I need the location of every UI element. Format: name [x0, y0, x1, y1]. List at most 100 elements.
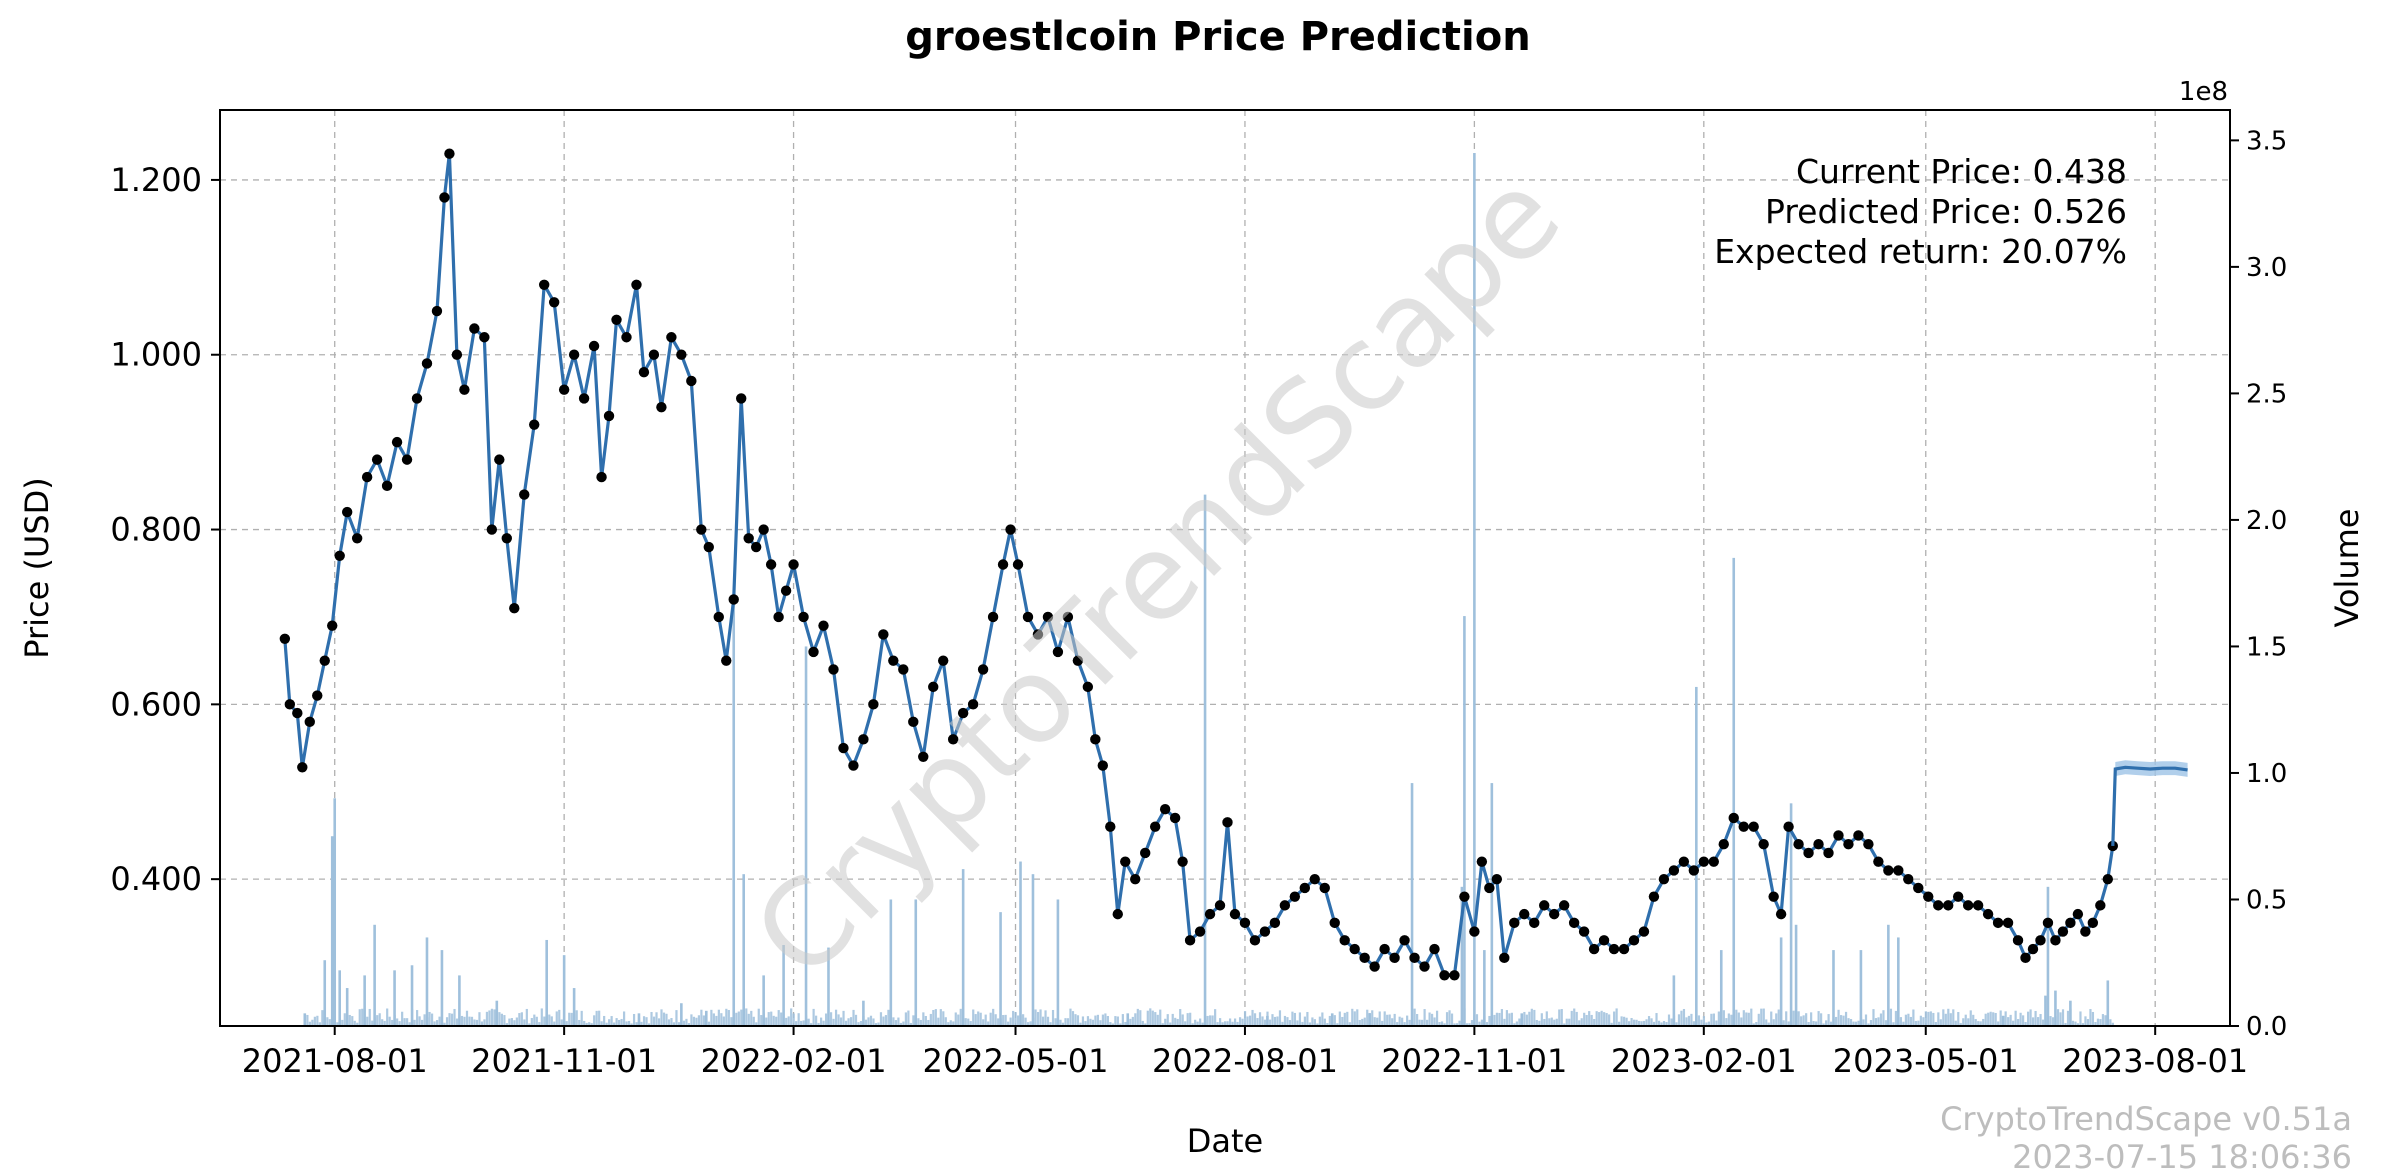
price-point [818, 620, 829, 631]
volume-bar [1303, 1016, 1307, 1026]
volume-bar [1548, 1018, 1551, 1026]
volume-bar [824, 1013, 828, 1026]
volume-bar [1061, 1022, 1065, 1026]
volume-bar [1009, 1017, 1012, 1026]
volume-bar [1785, 1011, 1788, 1026]
price-point [1903, 873, 1914, 885]
volume-bar [1508, 1013, 1511, 1026]
volume-bar [1151, 1010, 1154, 1026]
volume-bar [1927, 1011, 1930, 1026]
volume-bar [1657, 1020, 1661, 1026]
volume-bar [1568, 1018, 1571, 1026]
price-point [1299, 882, 1311, 894]
price-point [2027, 943, 2039, 955]
volume-bar [882, 1016, 885, 1026]
volume-bar [1760, 1008, 1763, 1026]
volume-bar [311, 1019, 314, 1026]
volume-bar [530, 1018, 533, 1026]
y-tick-label: 0.600 [110, 685, 202, 723]
volume-bar [1802, 1015, 1805, 1026]
price-point [1082, 681, 1094, 693]
volume-bar [438, 1016, 441, 1026]
volume-bar [1662, 1021, 1666, 1026]
volume-bar [560, 1019, 563, 1026]
volume-bar [326, 1017, 329, 1026]
price-point [1708, 856, 1719, 867]
volume-bar [306, 1014, 309, 1026]
volume-bar [1647, 1016, 1651, 1026]
volume-bar [999, 912, 1002, 1026]
volume-bar [902, 1021, 905, 1026]
volume-bar [907, 1010, 910, 1026]
volume-bar [1468, 1023, 1471, 1026]
volume-bar [795, 1021, 798, 1026]
volume-bar [1495, 1012, 1499, 1026]
volume-bar [1655, 1013, 1658, 1026]
volume-bar [897, 1017, 900, 1026]
volume-bar [1224, 1021, 1227, 1026]
volume-bar [967, 1018, 970, 1026]
price-point [828, 664, 839, 675]
volume-bar [1737, 1012, 1740, 1026]
volume-bar [922, 1012, 925, 1026]
volume-bar [500, 1013, 503, 1026]
price-point [421, 358, 433, 369]
volume-bar [468, 1016, 471, 1026]
volume-bar [2031, 1017, 2035, 1026]
volume-bar [1440, 1021, 1444, 1026]
price-point [1062, 611, 1074, 623]
volume-bar [393, 970, 396, 1026]
volume-bar [1687, 1015, 1691, 1026]
volume-bar [1877, 1017, 1880, 1026]
volume-bar [1159, 1009, 1162, 1026]
volume-bar [1922, 1017, 1925, 1026]
price-point [327, 620, 338, 631]
volume-bar [1363, 1017, 1366, 1026]
volume-bar [1690, 1013, 1693, 1026]
volume-bar [887, 1009, 890, 1026]
volume-bar [1276, 1016, 1279, 1026]
volume-bar [1727, 1013, 1730, 1026]
volume-bar [934, 1009, 937, 1026]
volume-bar [1899, 1017, 1903, 1026]
volume-bar [1862, 1019, 1865, 1026]
volume-bar [2059, 1012, 2062, 1026]
volume-bar [1470, 1020, 1474, 1026]
volume-bar [735, 1012, 738, 1026]
volume-bar [1139, 1010, 1142, 1026]
volume-bar [1535, 1019, 1538, 1026]
price-point [1229, 908, 1241, 920]
price-point [1803, 847, 1814, 859]
volume-bar [1131, 1016, 1134, 1026]
y-tick-label: 0.400 [110, 860, 202, 898]
price-point [391, 436, 403, 448]
volume-bar [1702, 1016, 1706, 1026]
volume-bar [822, 1020, 825, 1026]
volume-bar [433, 1021, 436, 1026]
volume-bar [1747, 1012, 1750, 1026]
volume-bar [1573, 1008, 1576, 1026]
volume-bar [543, 1016, 546, 1026]
price-point [1873, 856, 1884, 867]
volume-bar [1822, 1023, 1825, 1026]
volume-bar [755, 1022, 758, 1026]
price-point [519, 489, 530, 500]
volume-bar [1381, 1020, 1384, 1026]
volume-bar [2056, 1009, 2060, 1026]
volume-bar [1398, 1016, 1401, 1026]
volume-bar [732, 595, 736, 1026]
volume-bar [1632, 1019, 1636, 1026]
volume-bar [1677, 1014, 1681, 1026]
volume-bar [1932, 1012, 1935, 1026]
price-point [279, 633, 291, 644]
price-point [1568, 917, 1580, 929]
volume-bar [1433, 1017, 1436, 1026]
volume-bar [695, 1017, 698, 1026]
volume-bar [1330, 1013, 1334, 1026]
volume-bar [351, 1016, 354, 1026]
volume-bar [1815, 1021, 1818, 1026]
price-point [1339, 935, 1350, 946]
volume-bar [1278, 1010, 1282, 1026]
volume-bar [1283, 1015, 1287, 1026]
volume-bar [1884, 1020, 1888, 1026]
